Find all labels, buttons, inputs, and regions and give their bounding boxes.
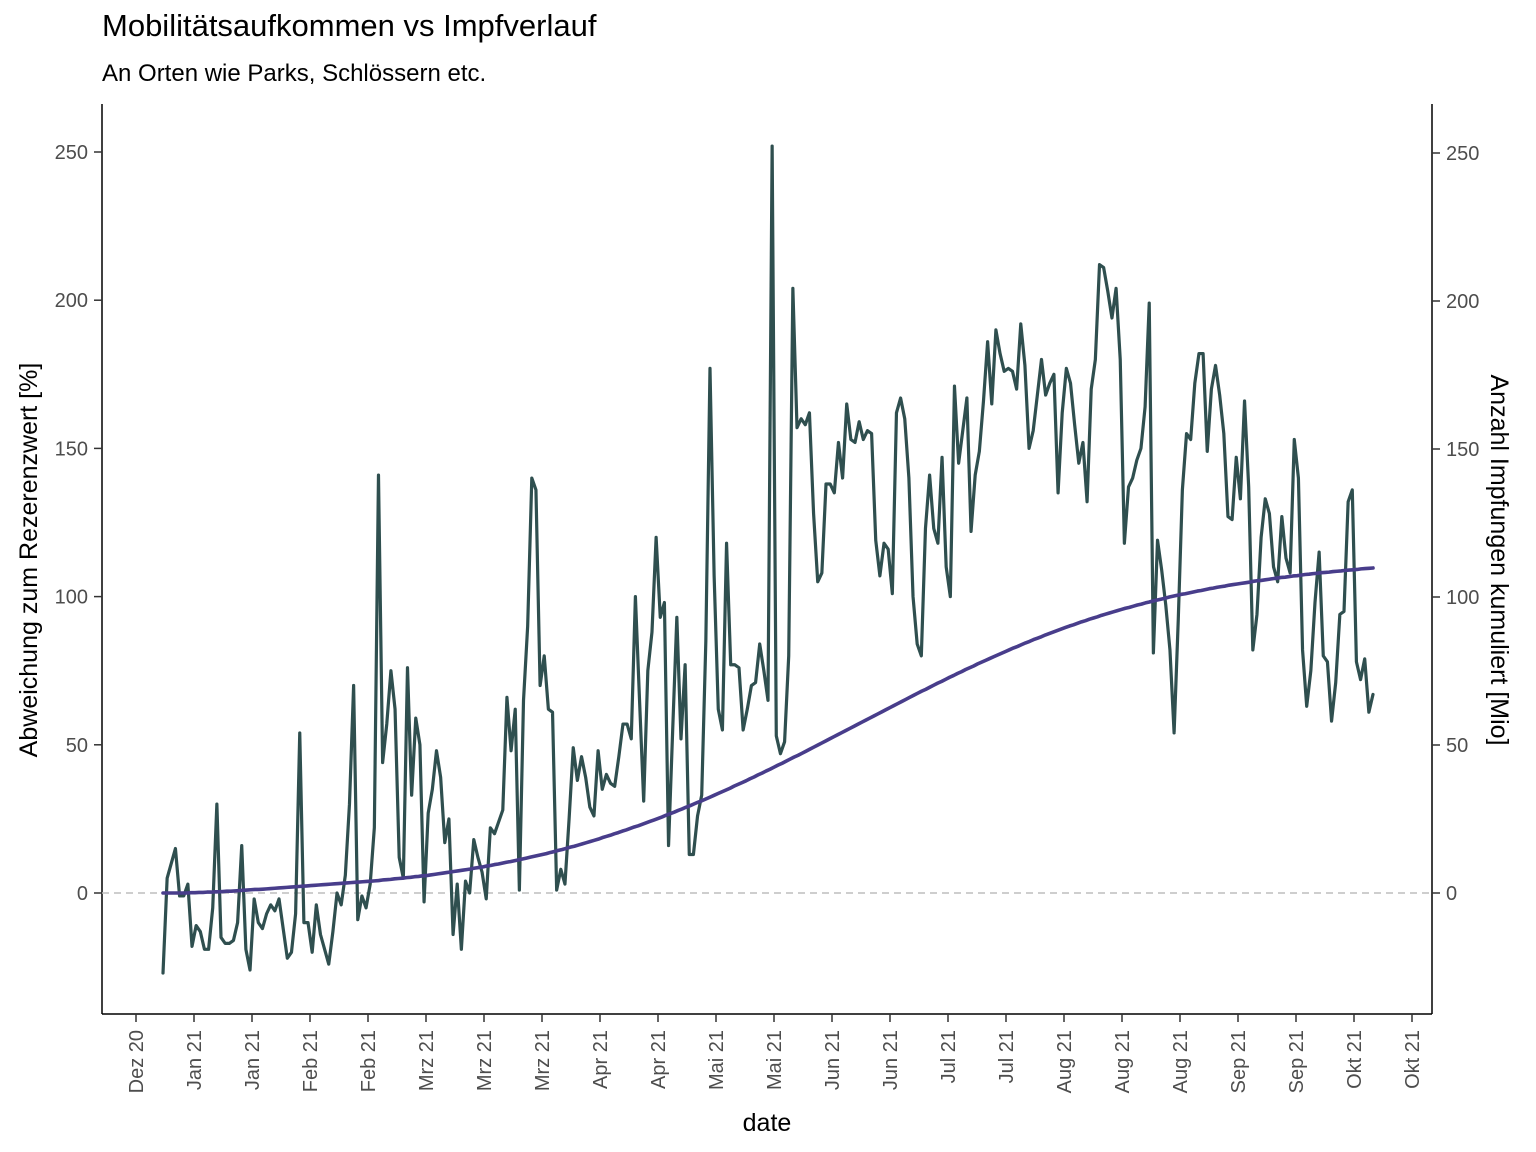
x-tick-label: Feb 21 xyxy=(300,1030,322,1092)
y-right-tick-label: 250 xyxy=(1446,143,1479,165)
y-axis-left-title: Abweichung zum Rezerenzwert [%] xyxy=(15,363,43,758)
x-tick-label: Sep 21 xyxy=(1228,1030,1250,1093)
y-left-tick-label: 200 xyxy=(55,290,88,312)
x-tick-label: Dez 20 xyxy=(126,1030,148,1093)
y-axis-right-ticks: 0 50 100 150 200 250 xyxy=(1432,143,1479,905)
x-tick-label: Mrz 21 xyxy=(474,1030,496,1091)
x-tick-label: Jul 21 xyxy=(938,1030,960,1083)
x-tick-label: Mai 21 xyxy=(706,1030,728,1090)
x-tick-label: Mai 21 xyxy=(764,1030,786,1090)
x-tick-label: Mrz 21 xyxy=(532,1030,554,1091)
y-left-tick-label: 150 xyxy=(55,438,88,460)
y-left-tick-label: 250 xyxy=(55,142,88,164)
y-right-tick-label: 150 xyxy=(1446,439,1479,461)
y-left-tick-label: 0 xyxy=(77,883,88,905)
x-tick-label: Aug 21 xyxy=(1054,1030,1076,1093)
x-tick-label: Okt 21 xyxy=(1344,1030,1366,1089)
x-tick-label: Okt 21 xyxy=(1402,1030,1424,1089)
x-axis-title: date xyxy=(743,1109,792,1137)
series-layer xyxy=(161,144,1375,975)
x-tick-label: Feb 21 xyxy=(358,1030,380,1092)
y-left-tick-label: 50 xyxy=(66,735,88,757)
x-tick-label: Sep 21 xyxy=(1286,1030,1308,1093)
y-right-tick-label: 200 xyxy=(1446,291,1479,313)
x-tick-label: Apr 21 xyxy=(648,1030,670,1089)
x-tick-label: Apr 21 xyxy=(590,1030,612,1089)
chart-title: Mobilitätsaufkommen vs Impfverlauf xyxy=(102,8,597,43)
y-right-tick-label: 100 xyxy=(1446,587,1479,609)
y-right-tick-label: 0 xyxy=(1446,883,1457,905)
x-axis-ticks: Dez 20 Jan 21 Jan 21 Feb 21 Feb 21 Mrz 21 Mrz … xyxy=(126,1014,1424,1093)
x-tick-label: Jan 21 xyxy=(184,1030,206,1090)
x-tick-label: Aug 21 xyxy=(1170,1030,1192,1093)
x-tick-label: Jul 21 xyxy=(996,1030,1018,1083)
mobility-series-line xyxy=(161,144,1375,975)
chart-subtitle: An Orten wie Parks, Schlössern etc. xyxy=(102,60,487,87)
y-axis-left-ticks: 0 50 100 150 200 250 xyxy=(55,142,102,905)
x-tick-label: Jun 21 xyxy=(880,1030,902,1090)
x-tick-label: Jun 21 xyxy=(822,1030,844,1090)
x-tick-label: Mrz 21 xyxy=(416,1030,438,1091)
y-right-tick-label: 50 xyxy=(1446,735,1468,757)
axes xyxy=(101,104,1433,1015)
x-tick-label: Jan 21 xyxy=(242,1030,264,1090)
y-axis-right-title: Anzahl Impfungen kumuliert [Mio] xyxy=(1485,374,1513,745)
x-tick-label: Aug 21 xyxy=(1112,1030,1134,1093)
vaccination-series-line xyxy=(161,566,1375,895)
y-left-tick-label: 100 xyxy=(55,587,88,609)
